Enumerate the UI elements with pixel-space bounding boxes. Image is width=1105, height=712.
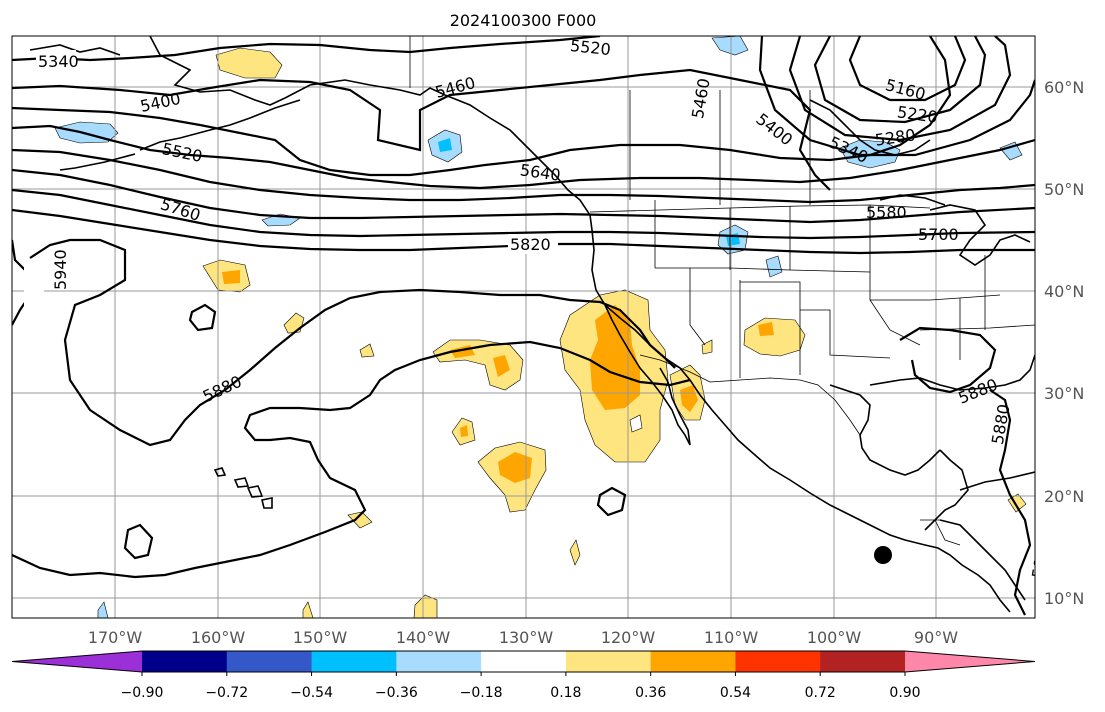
colorbar-segment xyxy=(226,651,313,672)
longitude-tick-label: 130°W xyxy=(499,628,554,647)
colorbar-segment xyxy=(311,651,397,672)
colorbar: −0.90 −0.72 −0.54 −0.36 −0.18 0.18 0.36 0.54 0.7… xyxy=(11,650,1036,701)
longitude-tick-label: 160°W xyxy=(191,628,246,647)
coastlines xyxy=(29,36,1035,613)
latitude-tick-label: 20°N xyxy=(1044,487,1084,506)
longitude-tick-label: 170°W xyxy=(88,628,143,647)
colorbar-segment xyxy=(650,651,736,672)
latitude-labels: 60°N 50°N 40°N 30°N 20°N 10°N xyxy=(1044,78,1084,608)
colorbar-segment xyxy=(565,651,652,672)
colorbar-upper-extend xyxy=(905,651,1035,672)
colorbar-tick-label: 0.54 xyxy=(720,685,751,701)
colorbar-tick-label: −0.90 xyxy=(121,685,164,701)
colorbar-segment xyxy=(735,651,821,672)
contour-label: 5520 xyxy=(569,36,611,59)
colorbar-tick-label: 0.18 xyxy=(550,685,581,701)
longitude-tick-label: 150°W xyxy=(293,628,348,647)
longitude-labels: 170°W 160°W 150°W 140°W 130°W 120°W 110°W 100°W… xyxy=(88,628,958,647)
storm-center-dot xyxy=(874,546,892,564)
longitude-tick-label: 90°W xyxy=(914,628,958,647)
longitude-tick-label: 110°W xyxy=(704,628,759,647)
colorbar-tick-label: −0.36 xyxy=(375,685,418,701)
colorbar-tick-label: 0.90 xyxy=(889,685,920,701)
colorbar-segment xyxy=(142,651,228,672)
latitude-tick-label: 30°N xyxy=(1044,384,1084,403)
colorbar-tick-label: 0.72 xyxy=(805,685,836,701)
latitude-tick-label: 40°N xyxy=(1044,282,1084,301)
map-frame xyxy=(11,35,1036,619)
political-borders xyxy=(409,36,1035,546)
contour-label: 5820 xyxy=(510,235,551,254)
colorbar-tick-label: −0.72 xyxy=(205,685,248,701)
colorbar-segment xyxy=(396,651,482,672)
colorbar-lower-extend xyxy=(12,651,142,672)
contour-label: 5880 xyxy=(1028,536,1054,579)
map-plot-area: 5340 5520 5460 5400 5460 5160 5220 5280 … xyxy=(12,36,1054,618)
contour-labels: 5340 5520 5460 5400 5460 5160 5220 5280 … xyxy=(24,36,1054,580)
contour-label: 5580 xyxy=(866,203,907,222)
latitude-tick-label: 50°N xyxy=(1044,180,1084,199)
longitude-tick-label: 120°W xyxy=(601,628,656,647)
colorbar-segment xyxy=(481,651,567,672)
longitude-tick-label: 100°W xyxy=(807,628,862,647)
contour-label: 5940 xyxy=(51,249,70,290)
longitude-tick-label: 140°W xyxy=(396,628,451,647)
colorbar-segment xyxy=(820,651,906,672)
height-contours xyxy=(12,36,1035,616)
colorbar-tick-label: −0.18 xyxy=(460,685,503,701)
latitude-tick-label: 10°N xyxy=(1044,589,1084,608)
latitude-tick-label: 60°N xyxy=(1044,78,1084,97)
contour-label: 5340 xyxy=(38,52,79,71)
colorbar-tick-label: 0.36 xyxy=(635,685,666,701)
map-title: 2024100300 F000 xyxy=(450,11,597,30)
contour-label: 5700 xyxy=(918,225,959,244)
colorbar-tick-label: −0.54 xyxy=(290,685,333,701)
